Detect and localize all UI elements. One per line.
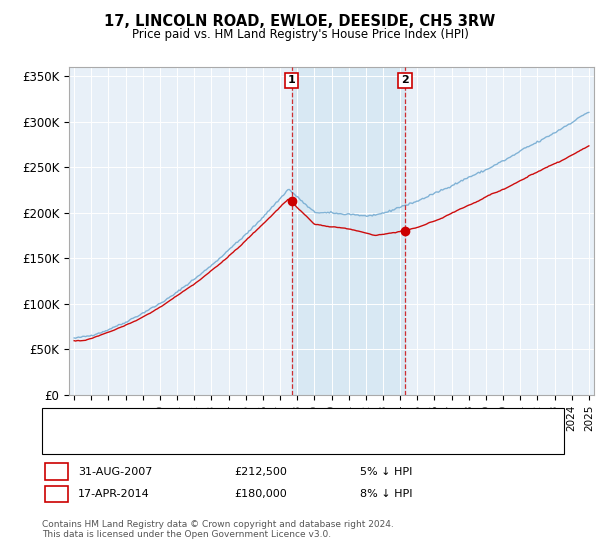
Text: 2: 2 bbox=[52, 487, 61, 501]
Text: Price paid vs. HM Land Registry's House Price Index (HPI): Price paid vs. HM Land Registry's House … bbox=[131, 28, 469, 41]
Bar bbox=[292, 67, 405, 395]
Text: 17, LINCOLN ROAD, EWLOE, DEESIDE, CH5 3RW (detached house): 17, LINCOLN ROAD, EWLOE, DEESIDE, CH5 3R… bbox=[93, 417, 455, 427]
Text: £212,500: £212,500 bbox=[234, 466, 287, 477]
Text: Contains HM Land Registry data © Crown copyright and database right 2024.
This d: Contains HM Land Registry data © Crown c… bbox=[42, 520, 394, 539]
Text: 17, LINCOLN ROAD, EWLOE, DEESIDE, CH5 3RW: 17, LINCOLN ROAD, EWLOE, DEESIDE, CH5 3R… bbox=[104, 14, 496, 29]
Text: 31-AUG-2007: 31-AUG-2007 bbox=[78, 466, 152, 477]
Text: 1: 1 bbox=[52, 465, 61, 478]
Text: 1: 1 bbox=[287, 76, 295, 85]
Text: 8% ↓ HPI: 8% ↓ HPI bbox=[360, 489, 413, 499]
Text: HPI: Average price, detached house, Flintshire: HPI: Average price, detached house, Flin… bbox=[93, 436, 346, 446]
Text: 5% ↓ HPI: 5% ↓ HPI bbox=[360, 466, 412, 477]
Text: 17-APR-2014: 17-APR-2014 bbox=[78, 489, 150, 499]
Text: 2: 2 bbox=[401, 76, 409, 85]
Text: £180,000: £180,000 bbox=[234, 489, 287, 499]
